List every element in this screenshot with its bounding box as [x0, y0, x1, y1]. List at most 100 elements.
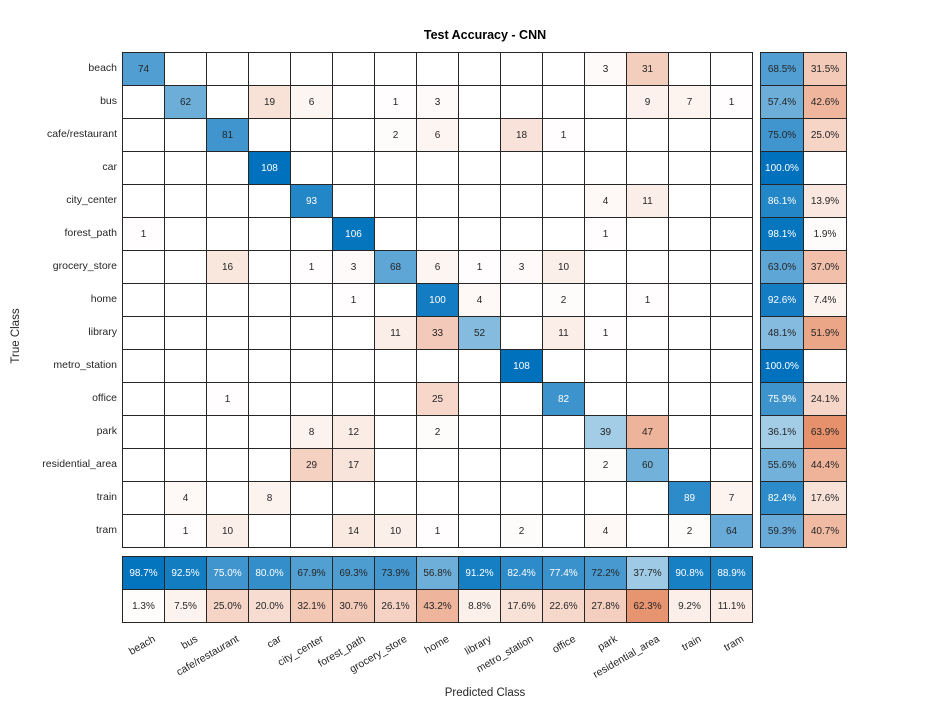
matrix-cell: [123, 119, 164, 151]
matrix-cell: 1: [417, 515, 458, 547]
matrix-cell: [291, 119, 332, 151]
matrix-cell: [627, 350, 668, 382]
matrix-cell: [375, 53, 416, 85]
matrix-cell: [333, 482, 374, 514]
matrix-cell: [585, 482, 626, 514]
matrix-cell: [711, 350, 752, 382]
matrix-cell: [333, 350, 374, 382]
matrix-cell: [669, 317, 710, 349]
matrix-cell: [249, 218, 290, 250]
matrix-cell: [375, 482, 416, 514]
matrix-cell: [459, 416, 500, 448]
matrix-cell: 1: [123, 218, 164, 250]
matrix-cell: 14: [333, 515, 374, 547]
matrix-cell: [669, 185, 710, 217]
row-summary-incorrect-cell: 24.1%: [804, 383, 846, 415]
matrix-cell: 7: [711, 482, 752, 514]
matrix-cell: 1: [207, 383, 248, 415]
matrix-cell: 6: [291, 86, 332, 118]
matrix-cell: [669, 152, 710, 184]
col-summary-incorrect-cell: 43.2%: [417, 590, 458, 622]
row-summary-incorrect-cell: 51.9%: [804, 317, 846, 349]
matrix-cell: [627, 383, 668, 415]
row-summary-incorrect-cell: 17.6%: [804, 482, 846, 514]
col-summary-incorrect-cell: 27.8%: [585, 590, 626, 622]
matrix-cell: [249, 317, 290, 349]
col-summary-incorrect-cell: 30.7%: [333, 590, 374, 622]
col-summary-incorrect-cell: 1.3%: [123, 590, 164, 622]
y-axis-label: True Class: [10, 308, 22, 364]
matrix-cell: [207, 284, 248, 316]
matrix-cell: [123, 251, 164, 283]
row-summary-incorrect-cell: 42.6%: [804, 86, 846, 118]
matrix-cell: [585, 383, 626, 415]
matrix-cell: [501, 218, 542, 250]
x-tick-label: tram: [721, 633, 746, 654]
matrix-cell: [417, 152, 458, 184]
y-tick-label: metro_station: [53, 359, 117, 371]
matrix-cell: [207, 86, 248, 118]
matrix-cell: [459, 86, 500, 118]
col-summary-correct-cell: 67.9%: [291, 557, 332, 589]
matrix-cell: 2: [375, 119, 416, 151]
col-summary-incorrect-cell: 9.2%: [669, 590, 710, 622]
matrix-cell: [291, 350, 332, 382]
matrix-cell: [711, 185, 752, 217]
matrix-cell: [333, 152, 374, 184]
x-tick-label: bus: [178, 633, 200, 652]
row-summary-incorrect-cell: [804, 350, 846, 382]
matrix-cell: 81: [207, 119, 248, 151]
matrix-cell: [459, 482, 500, 514]
matrix-cell: 2: [501, 515, 542, 547]
matrix-cell: 82: [543, 383, 584, 415]
matrix-cell: [165, 383, 206, 415]
col-summary-correct-cell: 73.9%: [375, 557, 416, 589]
row-summary-correct-cell: 55.6%: [761, 449, 803, 481]
matrix-cell: 8: [249, 482, 290, 514]
matrix-cell: 3: [501, 251, 542, 283]
row-summary-incorrect-cell: 7.4%: [804, 284, 846, 316]
x-tick-label: office: [549, 633, 578, 656]
row-summary-incorrect-cell: 25.0%: [804, 119, 846, 151]
matrix-cell: [711, 416, 752, 448]
row-summary-incorrect-cell: [804, 152, 846, 184]
matrix-cell: [207, 449, 248, 481]
col-summary-correct-cell: 69.3%: [333, 557, 374, 589]
matrix-cell: 47: [627, 416, 668, 448]
matrix-cell: 4: [585, 515, 626, 547]
col-summary-correct-cell: 72.2%: [585, 557, 626, 589]
matrix-cell: [207, 317, 248, 349]
matrix-cell: [585, 86, 626, 118]
y-tick-label: bus: [100, 95, 117, 107]
matrix-cell: [249, 383, 290, 415]
matrix-cell: [627, 119, 668, 151]
matrix-cell: [627, 515, 668, 547]
matrix-cell: [627, 251, 668, 283]
matrix-cell: [249, 416, 290, 448]
row-summary-correct-cell: 36.1%: [761, 416, 803, 448]
row-summary-correct-cell: 68.5%: [761, 53, 803, 85]
matrix-cell: [375, 383, 416, 415]
matrix-cell: 9: [627, 86, 668, 118]
matrix-cell: 39: [585, 416, 626, 448]
matrix-cell: [123, 515, 164, 547]
col-summary-correct-cell: 82.4%: [501, 557, 542, 589]
row-summary-correct-cell: 75.0%: [761, 119, 803, 151]
col-summary-correct-cell: 80.0%: [249, 557, 290, 589]
matrix-cell: 1: [543, 119, 584, 151]
matrix-cell: [249, 284, 290, 316]
matrix-cell: [627, 482, 668, 514]
matrix-cell: [669, 284, 710, 316]
matrix-cell: [501, 317, 542, 349]
matrix-cell: [417, 350, 458, 382]
row-summary-grid: 68.5% 31.5% 57.4% 42.6% 75.0% 25.0% 100.0% 86.1…: [760, 52, 847, 548]
col-summary-incorrect-cell: 25.0%: [207, 590, 248, 622]
matrix-cell: 10: [207, 515, 248, 547]
matrix-cell: [669, 350, 710, 382]
matrix-cell: [123, 317, 164, 349]
matrix-cell: [165, 251, 206, 283]
matrix-cell: [627, 152, 668, 184]
matrix-cell: 4: [165, 482, 206, 514]
matrix-cell: [543, 152, 584, 184]
matrix-cell: [459, 449, 500, 481]
